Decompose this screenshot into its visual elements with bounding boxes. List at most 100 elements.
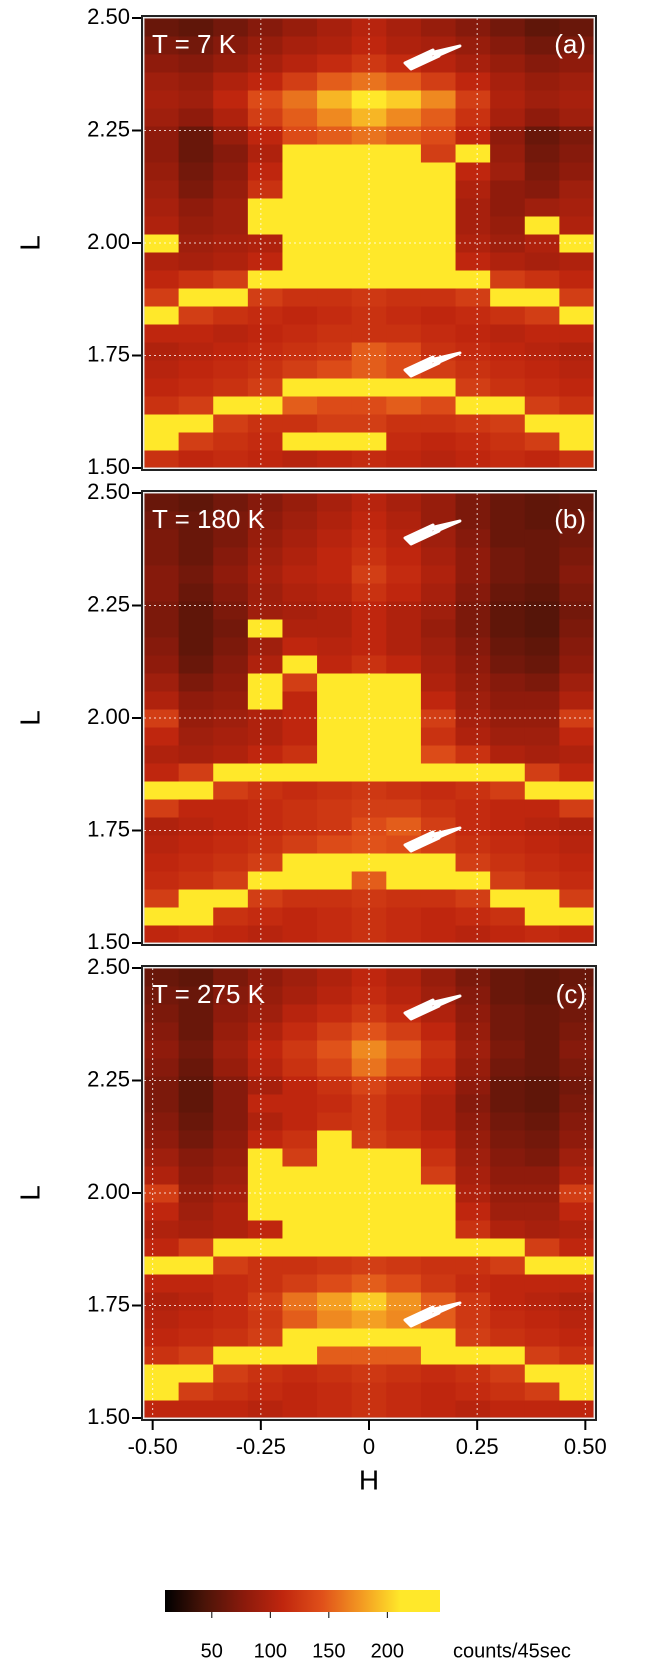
heatmap-cell — [247, 745, 283, 764]
heatmap-cell — [490, 306, 526, 325]
plot-frame — [141, 15, 597, 471]
heatmap-cell — [247, 781, 283, 800]
y-tick-label: 2.00 — [87, 1179, 130, 1204]
heatmap-cell — [144, 54, 180, 73]
heatmap-cell — [559, 396, 595, 415]
heatmap-cell — [524, 342, 560, 361]
heatmap-cell — [247, 432, 283, 451]
heatmap-cell — [282, 1004, 318, 1023]
y-axis-label: L — [14, 710, 45, 726]
heatmap-cell — [524, 583, 560, 602]
heatmap-cell — [317, 324, 353, 343]
heatmap-cell — [420, 1184, 457, 1203]
heatmap-cell — [144, 396, 180, 415]
heatmap-cell — [490, 1346, 526, 1365]
heatmap-cell — [247, 342, 283, 361]
heatmap-cell — [559, 1292, 595, 1311]
heatmap-cell — [420, 1148, 457, 1167]
heatmap-cell — [247, 1346, 283, 1365]
heatmap-cell — [524, 216, 560, 235]
heatmap-cell — [490, 1022, 526, 1041]
heatmap-cell — [144, 835, 180, 854]
heatmap-cell — [559, 414, 595, 433]
heatmap-cell — [490, 1274, 526, 1293]
heatmap-cell — [524, 1328, 560, 1347]
heatmap-cell — [524, 288, 560, 307]
heatmap-cell — [213, 1094, 249, 1113]
heatmap-cell — [213, 1400, 249, 1419]
heatmap-cell — [455, 1022, 491, 1041]
panel: 1.50 1.75 2.00 2.25 2.50 T = 275 K (c) L -0.50 -0… — [14, 954, 606, 1496]
heatmap-cell — [282, 925, 318, 944]
heatmap-cell — [490, 1400, 526, 1419]
heatmap-cell — [247, 871, 283, 890]
heatmap-cell — [386, 493, 422, 512]
arrow — [403, 1301, 462, 1328]
heatmap-cell — [282, 270, 318, 289]
heatmap-cell — [144, 871, 180, 890]
heatmap-cell — [455, 493, 491, 512]
arrow — [403, 351, 462, 378]
heatmap-cell — [144, 252, 180, 271]
heatmap-cell — [282, 493, 318, 512]
heatmap-cell — [524, 1094, 560, 1113]
heatmap-cell — [524, 324, 560, 343]
heatmap-cell — [317, 655, 353, 674]
heatmap-cell — [559, 925, 595, 944]
heatmap-cell — [455, 1040, 491, 1059]
heatmap-cell — [455, 1184, 491, 1203]
heatmap-cell — [490, 763, 526, 782]
heatmap-cell — [178, 234, 214, 253]
heatmap-cell — [178, 1076, 214, 1095]
heatmap-cell — [559, 968, 595, 987]
heatmap-cell — [420, 1400, 457, 1419]
heatmap-cell — [178, 871, 214, 890]
heatmap-cell — [490, 1202, 526, 1221]
heatmap-cell — [247, 1076, 283, 1095]
heatmap-cell — [559, 799, 595, 818]
heatmap-cell — [420, 252, 457, 271]
heatmap-cell — [559, 745, 595, 764]
heatmap-cell — [213, 198, 249, 217]
heatmap-cell — [213, 799, 249, 818]
heatmap-cell — [178, 511, 214, 530]
heatmap-cell — [213, 378, 249, 397]
heatmap-cell — [317, 108, 353, 127]
y-tick-label: 2.00 — [87, 229, 130, 254]
heatmap-cell — [490, 1256, 526, 1275]
heatmap-cell — [144, 1238, 180, 1257]
heatmap-cell — [559, 378, 595, 397]
heatmap-cell — [247, 1238, 283, 1257]
heatmap-cell — [213, 1382, 249, 1401]
heatmap-cell — [490, 853, 526, 872]
heatmap-cell — [247, 1166, 283, 1185]
heatmap-cell — [178, 450, 214, 469]
arrow — [403, 44, 462, 71]
heatmap-cell — [524, 493, 560, 512]
heatmap-cell — [213, 414, 249, 433]
heatmap-cell — [455, 709, 491, 728]
heatmap-cell — [213, 90, 249, 109]
heatmap-cell — [178, 889, 214, 908]
heatmap-cell — [455, 1328, 491, 1347]
heatmap-cell — [282, 126, 318, 145]
heatmap-cell — [144, 360, 180, 379]
heatmap-cell — [351, 673, 387, 692]
heatmap-cell — [282, 162, 318, 181]
heatmap-cell — [317, 637, 353, 656]
heatmap-cell — [420, 583, 457, 602]
heatmap-cell — [247, 1220, 283, 1239]
heatmap-cell — [559, 727, 595, 746]
heatmap-cell — [559, 1058, 595, 1077]
heatmap-cell — [317, 493, 353, 512]
heatmap-cell — [559, 54, 595, 73]
heatmap-cell — [178, 1202, 214, 1221]
heatmap-cell — [420, 871, 457, 890]
heatmap-cell — [351, 986, 387, 1005]
heatmap-cell — [455, 180, 491, 199]
heatmap-cell — [524, 781, 560, 800]
heatmap-cell — [144, 36, 180, 55]
heatmap-cell — [386, 342, 422, 361]
heatmap-cell — [490, 619, 526, 638]
heatmap-cell — [282, 1310, 318, 1329]
